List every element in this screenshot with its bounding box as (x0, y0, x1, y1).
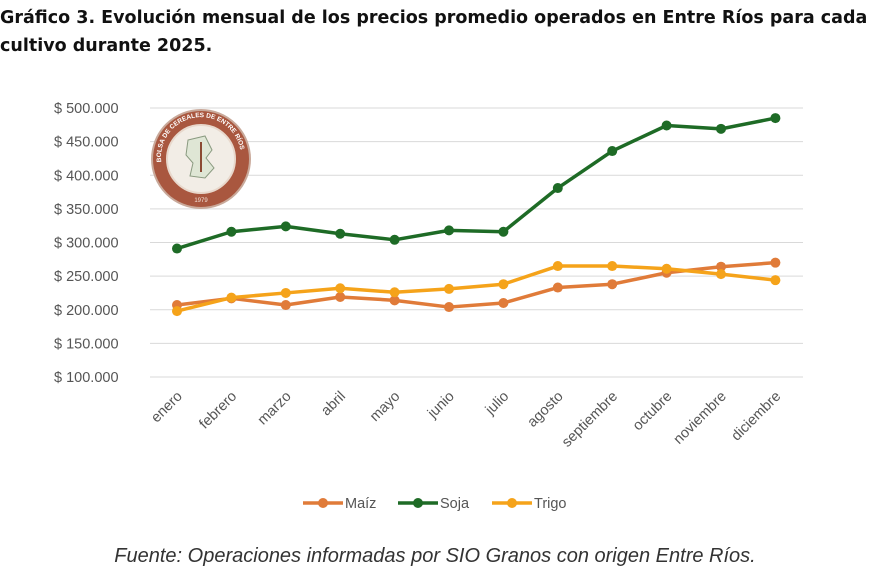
y-tick-label: $ 500.000 (54, 101, 119, 117)
logo-year: 1979 (194, 198, 208, 204)
data-point (770, 275, 781, 286)
x-tick-label: diciembre (728, 389, 784, 445)
data-point (498, 298, 509, 309)
data-point (607, 146, 618, 157)
line-chart: $ 100.000 $ 150.000 $ 200.000 $ 250.000 $ 30… (54, 101, 803, 512)
data-point (552, 183, 563, 194)
data-point (335, 291, 346, 302)
data-point (498, 279, 509, 290)
data-point (444, 225, 454, 236)
data-point (172, 243, 182, 254)
y-tick-label: $ 100.000 (54, 370, 119, 386)
data-point (389, 295, 400, 306)
y-tick-label: $ 300.000 (54, 236, 119, 252)
data-point (389, 287, 400, 298)
data-point (607, 279, 618, 290)
x-tick-label: febrero (196, 389, 240, 433)
series-line-maíz (176, 260, 776, 309)
y-tick-label: $ 350.000 (54, 202, 119, 218)
data-point (335, 283, 346, 294)
data-point (607, 261, 618, 272)
data-point (716, 269, 726, 280)
data-point (770, 257, 781, 268)
x-tick-label: enero (148, 389, 186, 427)
y-tick-label: $ 450.000 (54, 135, 119, 151)
x-tick-label: junio (424, 389, 458, 423)
y-tick-label: $ 150.000 (54, 336, 119, 352)
data-point (661, 263, 672, 274)
series-line-trigo (176, 264, 776, 313)
data-point (389, 234, 400, 245)
x-tick-label: abril (318, 389, 349, 420)
x-tick-label: marzo (255, 389, 295, 429)
legend-label: Maíz (345, 496, 376, 512)
data-point (770, 113, 781, 124)
data-point (280, 221, 291, 232)
x-tick-label: octubre (630, 389, 676, 435)
x-tick-label: agosto (525, 389, 567, 431)
x-tick-label: julio (482, 389, 512, 419)
y-tick-label: $ 200.000 (54, 303, 119, 319)
data-point (172, 306, 182, 317)
data-point (552, 261, 563, 272)
data-point (226, 292, 237, 303)
legend-marker (507, 498, 517, 508)
data-point (661, 120, 672, 131)
data-point (498, 226, 509, 237)
x-tick-label: noviembre (671, 389, 730, 448)
legend-marker (318, 498, 328, 508)
data-point (280, 287, 291, 298)
legend-marker (413, 498, 423, 508)
legend-label: Trigo (534, 496, 567, 512)
data-point (335, 228, 346, 239)
data-point (716, 261, 726, 272)
x-tick-label: septiembre (559, 389, 621, 451)
data-point (226, 226, 237, 237)
source-note: Fuente: Operaciones informadas por SIO G… (114, 545, 756, 567)
y-tick-label: $ 400.000 (54, 168, 119, 184)
x-tick-label: mayo (367, 389, 403, 425)
data-point (552, 282, 563, 293)
data-point (444, 283, 454, 294)
data-point (716, 123, 726, 134)
data-point (444, 302, 454, 313)
y-tick-label: $ 250.000 (54, 269, 119, 285)
chart-title: Gráfico 3. Evolución mensual de los prec… (0, 8, 868, 56)
data-point (280, 300, 291, 311)
series-line-soja (176, 116, 776, 251)
legend-label: Soja (440, 496, 470, 512)
